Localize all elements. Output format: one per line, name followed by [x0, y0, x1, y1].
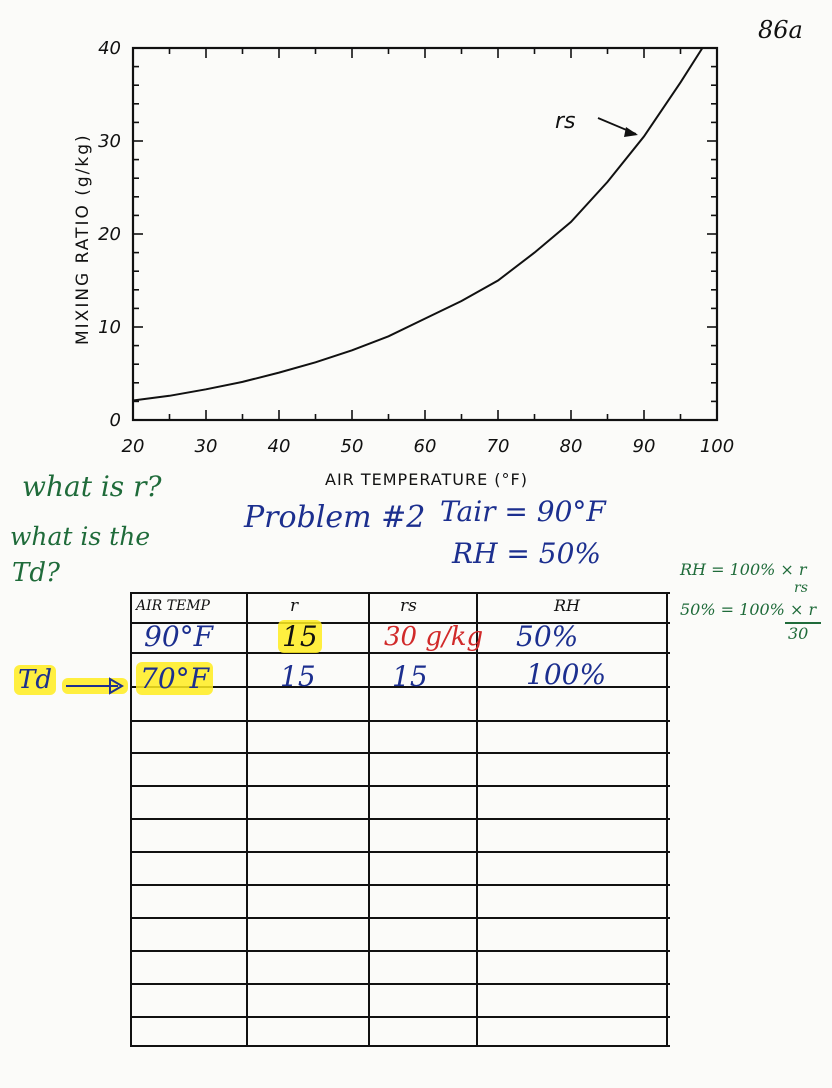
formula-rs: rs: [794, 580, 808, 596]
question-td-line1: what is the: [10, 522, 151, 551]
formula-fraction-bar: [785, 622, 821, 624]
row2-rs: 15: [392, 660, 428, 693]
table-row-line: [130, 1016, 670, 1018]
row1-rh: 50%: [516, 620, 579, 653]
x-axis-label-text: AIR TEMPERATURE (°F): [325, 470, 528, 489]
row2-r: 15: [280, 660, 316, 693]
table-border-bottom: [130, 1045, 670, 1047]
td-row-label: Td: [14, 665, 56, 695]
table-row-line: [130, 917, 670, 919]
chart-frame: [131, 46, 719, 422]
formula-line2: 50% = 100% × r: [680, 600, 817, 619]
row1-rs: 30 g/kg: [384, 622, 484, 652]
x-tick-label: 40: [268, 436, 291, 457]
header-rs: rs: [400, 596, 417, 616]
table-row-line: [130, 652, 670, 654]
formula-line1: RH = 100% × r: [680, 560, 807, 579]
problem-tair: Tair = 90°F: [440, 495, 606, 528]
rs-annotation-arrowhead: [624, 127, 638, 137]
chart-ticks: [132, 47, 718, 421]
row1-r: 15: [278, 620, 322, 653]
x-tick-label: 70: [487, 436, 510, 457]
x-tick-label: 100: [700, 436, 734, 457]
saturation-mixing-ratio-line: [132, 47, 704, 402]
y-tick-label: 10: [98, 317, 121, 338]
mixing-ratio-chart: 20 30 40 50 60 70 80 90 100 0 10 20 30 40 rs MIXING R…: [73, 38, 734, 457]
table-row-line: [130, 785, 670, 787]
y-axis-label: MIXING RATIO (g/kg): [73, 133, 93, 345]
y-tick-label: 0: [110, 410, 121, 431]
data-table: AIR TEMP r rs RH 90°F 15 30 g/kg 50% 70°…: [130, 592, 670, 1047]
x-tick-label: 50: [341, 436, 364, 457]
header-r: r: [290, 596, 299, 616]
td-arrow: [62, 677, 128, 695]
plot-border: [131, 46, 719, 422]
x-tick-label: 80: [560, 436, 583, 457]
formula-30: 30: [788, 624, 809, 643]
row1-air-temp: 90°F: [144, 620, 214, 653]
question-td-line2: Td?: [12, 558, 60, 588]
page-number: 86a: [758, 16, 803, 44]
table-row-line: [130, 818, 670, 820]
y-tick-label: 20: [98, 224, 121, 245]
td-label-wrap: Td: [14, 665, 56, 695]
x-tick-label: 90: [633, 436, 656, 457]
table-row-line: [130, 884, 670, 886]
row2-air-temp-cell: 70°F: [136, 662, 214, 695]
question-r: what is r?: [22, 470, 162, 503]
table-row-line: [130, 752, 670, 754]
x-tick-label: 20: [122, 436, 145, 457]
table-row-line: [130, 851, 670, 853]
header-air-temp: AIR TEMP: [136, 598, 210, 614]
x-tick-label: 30: [195, 436, 218, 457]
table-row-line: [130, 686, 670, 688]
row2-air-temp: 70°F: [136, 662, 214, 695]
row1-r-cell: 15: [278, 620, 322, 653]
x-tick-label: 60: [414, 436, 437, 457]
row2-rh: 100%: [526, 658, 607, 691]
chart-tick-labels: 20 30 40 50 60 70 80 90 100 0 10 20 30 40: [98, 38, 734, 457]
problem-rh: RH = 50%: [452, 537, 601, 570]
header-rh: RH: [554, 596, 580, 615]
rs-annotation-label: rs: [555, 109, 576, 134]
table-row-line: [130, 983, 670, 985]
y-tick-label: 40: [98, 38, 121, 59]
table-row-line: [130, 950, 670, 952]
table-row-line: [130, 622, 670, 624]
problem-title: Problem #2: [244, 500, 426, 535]
table-border-top: [130, 592, 670, 594]
table-row-line: [130, 720, 670, 722]
y-tick-label: 30: [98, 131, 121, 152]
